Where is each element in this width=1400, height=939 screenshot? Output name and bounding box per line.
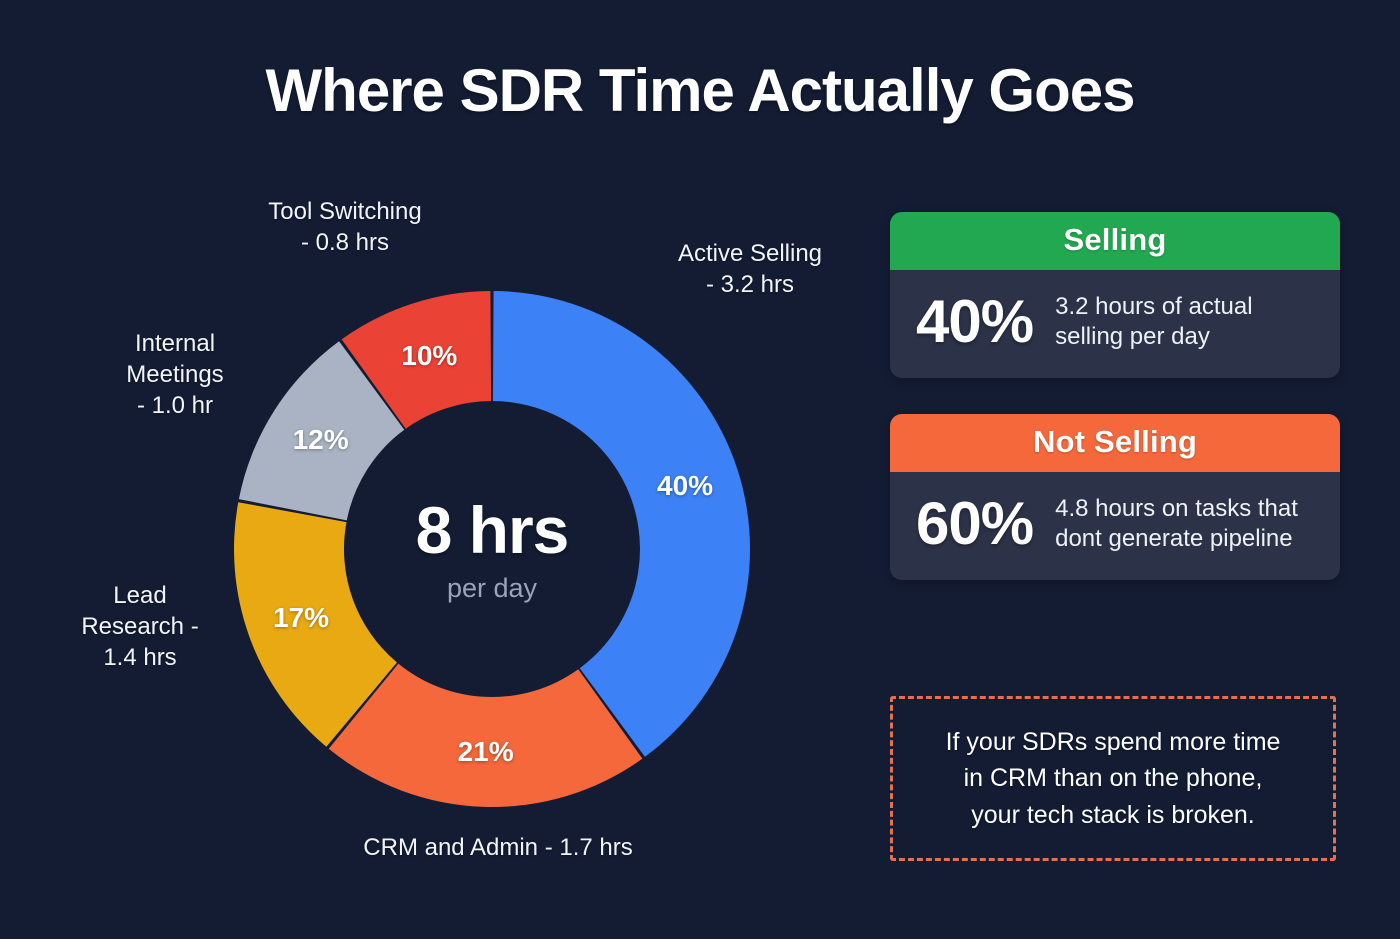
chart-label-crm-and-admin: CRM and Admin - 1.7 hrs — [363, 834, 633, 861]
donut-slice-crm-and-admin — [328, 663, 643, 807]
page-title: Where SDR Time Actually Goes — [265, 57, 1136, 124]
donut-slice-active-selling — [492, 291, 751, 757]
insight-callout-box: If your SDRs spend more time in CRM than… — [890, 696, 1336, 861]
donut-chart: 8 hrs per day 40% 21% 17% 12% 10% — [231, 288, 753, 810]
stat-card-selling-body: 40% 3.2 hours of actual selling per day — [890, 270, 1340, 378]
donut-slice-tool-switching — [341, 291, 492, 429]
donut-chart-svg — [234, 291, 751, 807]
stat-card-selling: Selling 40% 3.2 hours of actual selling … — [890, 212, 1340, 378]
donut-slice-lead-research — [234, 502, 397, 747]
chart-label-internal-meetings: Internal Meetings - 1.0 hr — [126, 330, 224, 420]
donut-slice-percent-tool-switching: 10% — [401, 339, 458, 371]
stat-card-not-selling: Not Selling 60% 4.8 hours on tasks that … — [890, 414, 1340, 580]
chart-label-tool-switching: Tool Switching - 0.8 hrs — [268, 198, 422, 257]
donut-slice-percent-internal-meetings: 12% — [292, 424, 349, 456]
stat-card-not-selling-header: Not Selling — [890, 414, 1340, 472]
stat-card-selling-percent: 40% — [916, 288, 1034, 355]
stat-card-not-selling-body: 60% 4.8 hours on tasks that dont generat… — [890, 472, 1340, 580]
chart-label-active-selling: Active Selling - 3.2 hrs — [677, 240, 823, 299]
donut-slice-percent-active-selling: 40% — [657, 470, 714, 502]
insight-callout-text: If your SDRs spend more time in CRM than… — [945, 728, 1281, 829]
donut-slice-percent-crm-and-admin: 21% — [457, 735, 514, 767]
stat-card-not-selling-description: 4.8 hours on tasks that dont generate pi… — [1055, 495, 1298, 552]
donut-slice-internal-meetings — [238, 341, 405, 521]
stat-card-list: Selling 40% 3.2 hours of actual selling … — [890, 212, 1340, 580]
stat-card-selling-header: Selling — [890, 212, 1340, 270]
chart-label-lead-research: Lead Research - 1.4 hrs — [81, 582, 199, 672]
stat-card-selling-description: 3.2 hours of actual selling per day — [1055, 293, 1253, 350]
donut-slice-percent-lead-research: 17% — [272, 601, 330, 633]
stat-card-not-selling-percent: 60% — [916, 490, 1034, 557]
